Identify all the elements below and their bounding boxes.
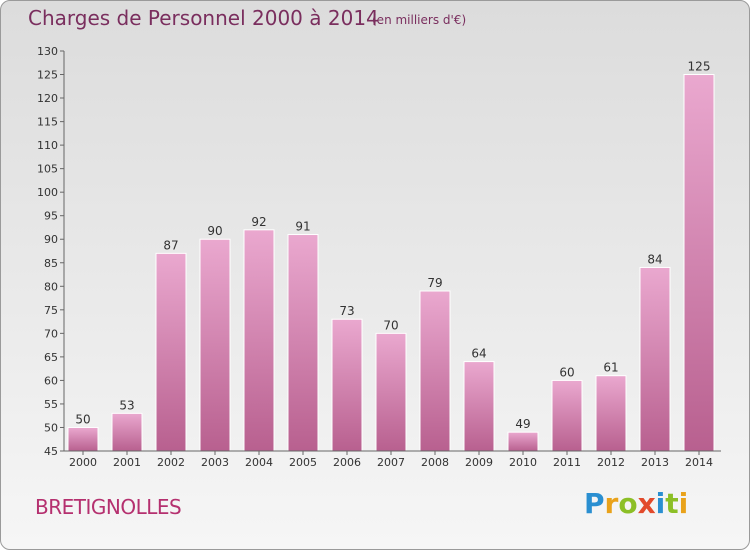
x-tick-label: 2011: [553, 456, 581, 469]
bar-value-label: 84: [647, 252, 662, 266]
x-tick-label: 2001: [113, 456, 141, 469]
y-tick-label: 50: [44, 421, 58, 434]
y-tick-label: 115: [37, 116, 58, 129]
y-tick-label: 125: [37, 69, 58, 82]
bar: [287, 234, 319, 452]
x-tick-label: 2004: [245, 456, 273, 469]
axes-group: 45 50 55 60 65 70 75 80 85 90 95 100 105 110 115 120 125…: [37, 45, 721, 469]
logo-letter: x: [637, 487, 656, 520]
bar: [243, 229, 275, 452]
proxiti-logo: Proxiti: [584, 487, 688, 520]
chart-subtitle: (en milliers d'€): [372, 13, 467, 27]
y-tick-label: 60: [44, 374, 58, 387]
y-tick-label: 105: [37, 163, 58, 176]
bar: [155, 252, 187, 452]
bar: [639, 266, 671, 452]
bar: [111, 412, 143, 452]
x-tick-label: 2012: [597, 456, 625, 469]
bar-value-label: 50: [75, 412, 90, 426]
bar: [199, 238, 231, 452]
bars-group: 50 53 87 90 92 91 73 70 79 64 49 60 61 84 125: [67, 60, 715, 452]
bar: [331, 318, 363, 452]
logo-letter: r: [604, 487, 619, 520]
bar-value-label: 61: [603, 361, 618, 375]
y-tick-label: 75: [44, 304, 58, 317]
bar-value-label: 91: [295, 220, 310, 234]
x-tick-label: 2007: [377, 456, 405, 469]
bar-value-label: 49: [515, 417, 530, 431]
bar-value-label: 60: [559, 365, 574, 379]
y-tick-label: 90: [44, 233, 58, 246]
bar: [463, 361, 495, 452]
y-tick-label: 70: [44, 327, 58, 340]
bar: [67, 426, 99, 452]
x-tick-label: 2014: [685, 456, 713, 469]
y-tick-label: 85: [44, 257, 58, 270]
bar-value-label: 70: [383, 318, 398, 332]
bar: [595, 375, 627, 452]
bar-value-label: 53: [119, 398, 134, 412]
x-tick-label: 2008: [421, 456, 449, 469]
y-tick-label: 130: [37, 45, 58, 58]
y-tick-label: 65: [44, 351, 58, 364]
y-tick-label: 95: [44, 210, 58, 223]
bar-value-label: 73: [339, 304, 354, 318]
bar: [507, 431, 539, 452]
bar-value-label: 79: [427, 276, 442, 290]
y-tick-label: 45: [44, 445, 58, 458]
bar: [419, 290, 451, 452]
bar-value-label: 92: [251, 215, 266, 229]
bar-value-label: 87: [163, 238, 178, 252]
chart-title: Charges de Personnel 2000 à 2014: [28, 6, 379, 30]
logo-letter: i: [678, 487, 689, 520]
y-tick-label: 100: [37, 186, 58, 199]
bar: [683, 74, 715, 452]
x-tick-label: 2009: [465, 456, 493, 469]
logo-letter: P: [584, 487, 605, 520]
bar-value-label: 125: [688, 60, 711, 74]
y-tick-label: 80: [44, 280, 58, 293]
y-tick-label: 110: [37, 139, 58, 152]
y-tick-label: 120: [37, 92, 58, 105]
bar-value-label: 90: [207, 224, 222, 238]
x-tick-label: 2003: [201, 456, 229, 469]
x-tick-label: 2013: [641, 456, 669, 469]
y-tick-label: 55: [44, 398, 58, 411]
bar-value-label: 64: [471, 347, 486, 361]
commune-name: BRETIGNOLLES: [35, 495, 182, 519]
x-tick-label: 2000: [69, 456, 97, 469]
logo-letter: o: [618, 487, 638, 520]
x-tick-label: 2005: [289, 456, 317, 469]
bar: [375, 332, 407, 452]
x-tick-label: 2010: [509, 456, 537, 469]
logo-letter: t: [665, 487, 679, 520]
x-tick-label: 2002: [157, 456, 185, 469]
x-tick-label: 2006: [333, 456, 361, 469]
bar: [551, 379, 583, 452]
logo-letter: i: [655, 487, 666, 520]
